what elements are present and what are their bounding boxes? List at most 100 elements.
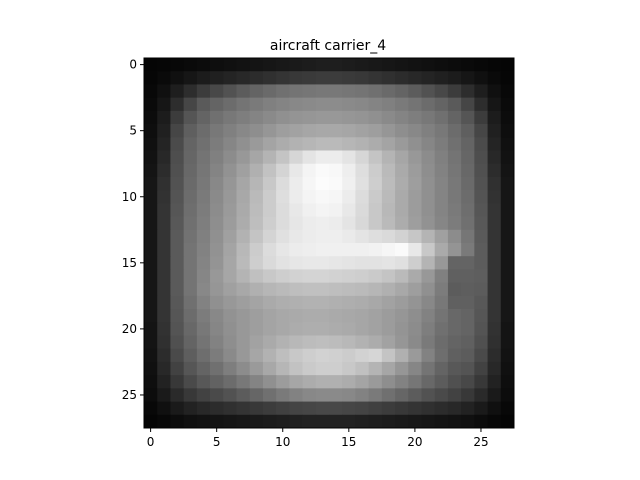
- heatmap-cell: [157, 97, 171, 112]
- heatmap-cell: [408, 163, 422, 178]
- heatmap-cell: [368, 269, 383, 284]
- heatmap-cell: [421, 216, 436, 231]
- heatmap-cell: [157, 137, 171, 151]
- heatmap-cell: [315, 361, 330, 376]
- heatmap-cell: [408, 150, 422, 165]
- heatmap-cell: [421, 150, 436, 165]
- heatmap-cell: [223, 176, 237, 191]
- heatmap-cell: [157, 190, 171, 204]
- heatmap-cell: [236, 322, 251, 336]
- heatmap-cell: [315, 97, 330, 112]
- heatmap-cell: [236, 414, 251, 429]
- heatmap-cell: [302, 361, 317, 376]
- heatmap-cell: [434, 84, 449, 99]
- heatmap-cell: [262, 322, 277, 336]
- heatmap-cell: [183, 97, 198, 112]
- heatmap-cell: [447, 150, 462, 165]
- heatmap-cell: [289, 229, 303, 244]
- heatmap-cell: [157, 295, 171, 310]
- heatmap-cell: [355, 295, 370, 310]
- heatmap-cell: [315, 295, 330, 310]
- heatmap-cell: [289, 163, 303, 178]
- heatmap-cell: [434, 322, 449, 336]
- heatmap-cell: [262, 110, 277, 125]
- heatmap-cell: [262, 335, 277, 350]
- heatmap-cell: [183, 216, 198, 231]
- heatmap-cell: [236, 150, 251, 165]
- heatmap-cell: [315, 269, 330, 284]
- heatmap-cell: [447, 203, 462, 217]
- heatmap-cell: [342, 401, 356, 416]
- heatmap-cell: [368, 124, 383, 138]
- heatmap-cell: [210, 84, 224, 99]
- heatmap-cell: [223, 295, 237, 310]
- heatmap-cell: [355, 58, 370, 72]
- heatmap-cell: [196, 322, 211, 336]
- heatmap-cell: [289, 58, 303, 72]
- x-tick-label: 20: [407, 435, 422, 449]
- heatmap-cell: [421, 375, 436, 389]
- heatmap-cell: [302, 203, 317, 217]
- heatmap-cell: [276, 190, 290, 204]
- heatmap-cell: [170, 322, 185, 336]
- heatmap-cell: [170, 243, 185, 257]
- heatmap-cell: [302, 309, 317, 323]
- heatmap-cell: [342, 137, 356, 151]
- heatmap-cell: [395, 176, 409, 191]
- heatmap-cell: [474, 190, 488, 204]
- heatmap-cell: [355, 401, 370, 416]
- heatmap-cell: [461, 388, 475, 402]
- y-tick-label: 15: [122, 256, 137, 270]
- heatmap-cell: [355, 176, 370, 191]
- heatmap-cell: [223, 322, 237, 336]
- heatmap-cell: [381, 269, 396, 284]
- heatmap-cell: [210, 97, 224, 112]
- heatmap-cell: [302, 124, 317, 138]
- heatmap-cell: [408, 309, 422, 323]
- heatmap-cell: [236, 137, 251, 151]
- heatmap-cell: [355, 190, 370, 204]
- heatmap-cell: [170, 361, 185, 376]
- heatmap-cell: [315, 176, 330, 191]
- heatmap-cell: [315, 243, 330, 257]
- heatmap-cell: [434, 256, 449, 270]
- heatmap-cell: [276, 110, 290, 125]
- heatmap-cell: [196, 110, 211, 125]
- heatmap-cell: [210, 269, 224, 284]
- heatmap-cell: [342, 203, 356, 217]
- heatmap-cell: [368, 348, 383, 363]
- heatmap-cell: [447, 176, 462, 191]
- heatmap-cell: [368, 150, 383, 165]
- heatmap-cell: [381, 163, 396, 178]
- heatmap-cell: [315, 84, 330, 99]
- heatmap-cell: [223, 361, 237, 376]
- heatmap-cell: [144, 322, 158, 336]
- heatmap-cell: [395, 388, 409, 402]
- heatmap-cell: [302, 176, 317, 191]
- heatmap-cell: [395, 84, 409, 99]
- heatmap-cell: [461, 150, 475, 165]
- heatmap-cell: [276, 124, 290, 138]
- heatmap-cell: [236, 282, 251, 297]
- heatmap-cell: [249, 269, 264, 284]
- heatmap-cell: [276, 84, 290, 99]
- heatmap-cell: [342, 216, 356, 231]
- heatmap-cell: [421, 295, 436, 310]
- heatmap-cell: [368, 256, 383, 270]
- heatmap-cell: [170, 388, 185, 402]
- heatmap-cell: [249, 84, 264, 99]
- heatmap-cell: [329, 110, 343, 125]
- heatmap-cell: [302, 137, 317, 151]
- heatmap-cell: [329, 97, 343, 112]
- heatmap-cell: [170, 216, 185, 231]
- heatmap-cell: [249, 322, 264, 336]
- heatmap-cell: [447, 124, 462, 138]
- heatmap-cell: [408, 137, 422, 151]
- heatmap-cell: [289, 335, 303, 350]
- heatmap-cell: [408, 97, 422, 112]
- heatmap-cell: [223, 388, 237, 402]
- heatmap-cell: [157, 256, 171, 270]
- heatmap-cell: [500, 97, 515, 112]
- heatmap-cell: [144, 388, 158, 402]
- heatmap-cell: [368, 203, 383, 217]
